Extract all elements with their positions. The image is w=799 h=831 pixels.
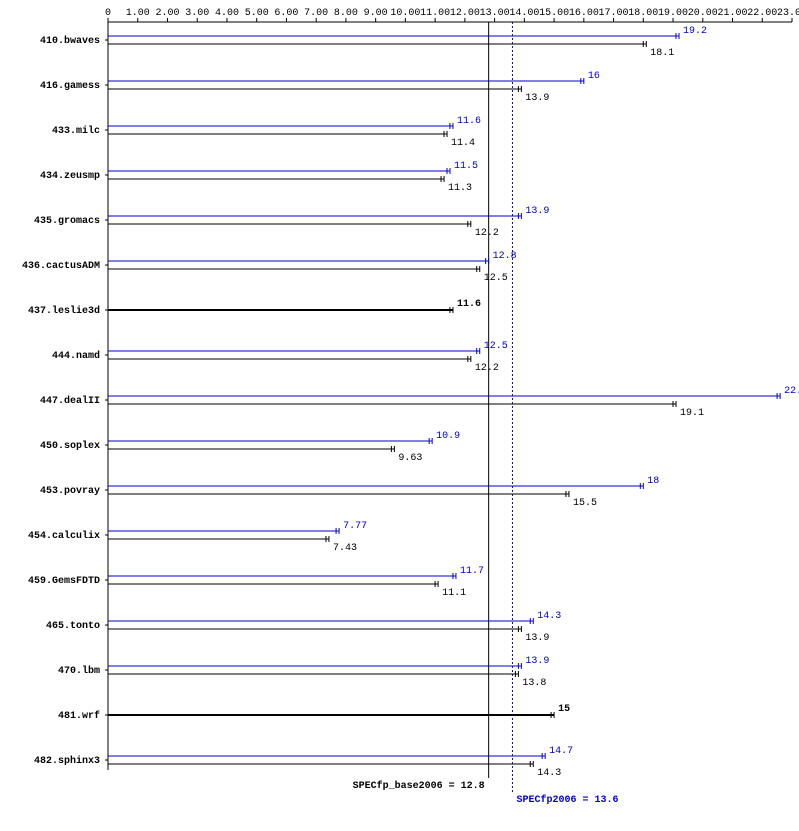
x-tick-label: 15.00 <box>539 8 569 19</box>
value-peak: 13.9 <box>525 206 549 217</box>
value-base: 19.1 <box>680 408 704 419</box>
x-tick-label: 3.00 <box>185 8 209 19</box>
value-base: 15 <box>558 704 570 715</box>
value-peak: 12.5 <box>484 341 508 352</box>
value-peak: 11.5 <box>454 161 478 172</box>
value-peak: 14.7 <box>549 746 573 757</box>
x-tick-label: 6.00 <box>274 8 298 19</box>
benchmark-label: 433.milc <box>52 125 100 137</box>
value-peak: 7.77 <box>343 521 367 532</box>
x-tick-label: 10.00 <box>390 8 420 19</box>
value-base: 11.1 <box>442 588 466 599</box>
value-peak: 18 <box>647 476 659 487</box>
x-tick-label: 22.00 <box>747 8 777 19</box>
value-base: 12.2 <box>475 228 499 239</box>
benchmark-label: 450.soplex <box>40 440 100 452</box>
benchmark-label: 465.tonto <box>46 621 100 632</box>
x-tick-label: 13.00 <box>480 8 510 19</box>
x-tick-label: 2.00 <box>155 8 179 19</box>
value-base: 9.63 <box>398 453 422 464</box>
x-tick-label: 4.00 <box>215 8 239 19</box>
benchmark-label: 470.lbm <box>58 665 100 677</box>
value-peak: 12.8 <box>493 251 517 262</box>
value-base: 12.5 <box>484 273 508 284</box>
value-base: 13.8 <box>522 678 546 689</box>
benchmark-label: 435.gromacs <box>34 216 100 227</box>
x-tick-label: 17.00 <box>599 8 629 19</box>
benchmark-label: 410.bwaves <box>40 35 100 47</box>
x-tick-label: 12.00 <box>450 8 480 19</box>
value-base: 11.4 <box>451 138 475 149</box>
benchmark-label: 437.leslie3d <box>28 305 100 317</box>
x-tick-label: 8.00 <box>334 8 358 19</box>
benchmark-label: 454.calculix <box>28 530 100 542</box>
value-peak: 10.9 <box>436 431 460 442</box>
x-tick-label: 16.00 <box>569 8 599 19</box>
benchmark-label: 416.gamess <box>40 81 100 92</box>
value-base: 11.3 <box>448 183 472 194</box>
value-peak: 13.9 <box>525 656 549 667</box>
benchmark-label: 434.zeusmp <box>40 171 100 182</box>
benchmark-label: 453.povray <box>40 486 100 497</box>
value-peak: 11.7 <box>460 566 484 577</box>
x-tick-label: 11.00 <box>420 8 450 19</box>
x-tick-label: 9.00 <box>364 8 388 19</box>
value-peak: 16 <box>588 71 600 82</box>
x-tick-label: 5.00 <box>245 8 269 19</box>
x-tick-label: 20.00 <box>688 8 718 19</box>
x-tick-label: 7.00 <box>304 8 328 19</box>
benchmark-label: 436.cactusADM <box>22 261 100 272</box>
value-base: 13.9 <box>525 93 549 104</box>
value-peak: 22.6 <box>784 386 799 397</box>
benchmark-label: 444.namd <box>52 350 100 362</box>
specfp-chart: 01.002.003.004.005.006.007.008.009.0010.… <box>0 0 799 831</box>
benchmark-label: 481.wrf <box>58 710 100 722</box>
value-base: 7.43 <box>333 543 357 554</box>
value-base: 12.2 <box>475 363 499 374</box>
value-base: 11.6 <box>457 299 481 310</box>
x-tick-label: 1.00 <box>126 8 150 19</box>
ref-label-peak: SPECfp2006 = 13.6 <box>516 794 618 806</box>
value-base: 13.9 <box>525 633 549 644</box>
benchmark-label: 482.sphinx3 <box>34 755 100 767</box>
x-tick-label: 14.00 <box>509 8 539 19</box>
benchmark-label: 459.GemsFDTD <box>28 576 100 587</box>
x-tick-label: 21.00 <box>718 8 748 19</box>
value-peak: 11.6 <box>457 116 481 127</box>
x-tick-label: 23.00 <box>777 8 799 19</box>
benchmark-label: 447.dealII <box>40 395 100 407</box>
x-tick-label: 19.00 <box>658 8 688 19</box>
value-base: 14.3 <box>537 768 561 779</box>
ref-label-base: SPECfp_base2006 = 12.8 <box>353 780 485 792</box>
value-base: 18.1 <box>650 48 674 59</box>
value-peak: 14.3 <box>537 611 561 622</box>
x-tick-label: 18.00 <box>628 8 658 19</box>
x-tick-label: 0 <box>105 8 111 19</box>
value-peak: 19.2 <box>683 26 707 37</box>
value-base: 15.5 <box>573 498 597 509</box>
